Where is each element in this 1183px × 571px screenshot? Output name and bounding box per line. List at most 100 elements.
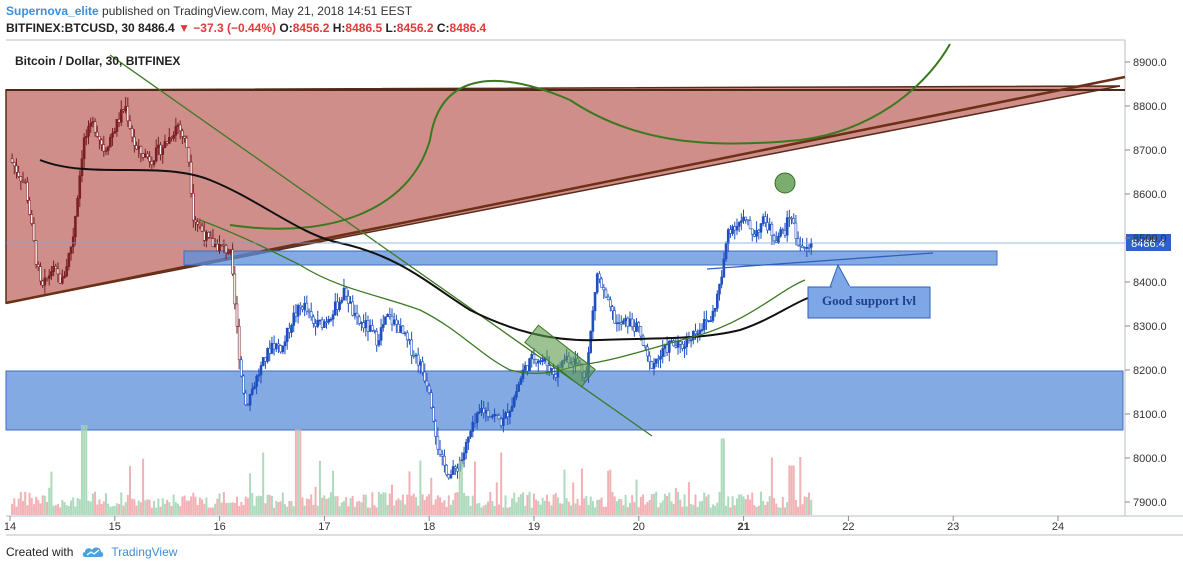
volume-bar [602,506,605,515]
candle-body [52,266,55,272]
volume-bar [362,494,365,515]
support-zone [5,370,1124,431]
volume-bar [500,452,503,515]
volume-bar [342,501,345,515]
candle-body [87,126,90,137]
candle-body [432,407,435,422]
volume-bar [788,465,791,515]
volume-bar [441,502,444,515]
volume-bar [54,505,57,515]
volume-bar [532,493,535,515]
candle-body [425,380,429,387]
volume-bar [783,507,786,515]
candle-body [622,320,625,325]
candle-body [777,235,780,243]
long-moving-average [229,43,951,230]
candle-body [488,416,492,418]
volume-bar [487,501,490,515]
volume-bar [235,496,238,515]
volume-bar [541,497,544,515]
volume-bar [707,494,710,515]
volume-bar [353,506,356,515]
candle-body [237,326,241,361]
volume-bar [183,495,186,515]
y-tick-label: 8900.0 [1133,57,1167,69]
volume-bar [227,502,230,515]
candle-body [146,153,149,158]
candle-body [154,147,158,162]
candle-body [729,229,732,234]
candle-body [504,412,507,419]
candle-body [91,121,95,124]
candle-body [320,319,324,328]
candle-body [678,341,682,345]
candle-body [606,296,610,301]
candle-body [517,384,520,392]
volume-bar [410,495,413,515]
candle-body [604,289,608,298]
volume-bar [15,506,18,515]
candle-body [750,228,754,235]
candle-body [161,147,165,155]
volume-bar [310,494,313,515]
candle-body [333,301,337,315]
volume-bar [318,460,321,515]
candle-body [325,321,328,324]
x-tick-label: 14 [4,521,16,533]
candle-body [349,301,352,304]
y-tick-label: 8100.0 [1133,409,1167,421]
volume-bar [259,496,262,515]
candle-body [130,128,134,138]
volume-bar [637,507,640,515]
candle-body [652,363,656,369]
volume-bar [401,494,404,515]
candle-body [347,295,350,304]
volume-bar [380,494,383,515]
volume-bar [537,501,540,515]
x-tick-label: 20 [633,521,645,533]
candle-body [277,343,280,346]
volume-bar [738,494,741,515]
candle-body [292,312,296,326]
candle-body [19,176,23,182]
volume-bar [412,493,415,515]
candle-body [759,223,763,233]
candle-body [628,318,632,327]
candle-body [602,287,606,291]
candle-body [781,229,785,231]
volume-bar [607,470,610,515]
volume-bar [78,499,81,515]
candle-body [809,243,813,248]
volume-bar [336,496,339,515]
volume-bar [48,487,51,515]
candle-body [89,122,92,127]
volume-bar [583,498,586,515]
candle-body [691,330,695,341]
y-tick-label: 8000.0 [1133,453,1167,465]
candle-body [85,135,88,138]
volume-bar [430,477,433,515]
candle-body [674,345,678,348]
candles-group [10,97,813,480]
volume-bar [679,499,682,515]
volume-bar [209,507,212,515]
author-name[interactable]: Supernova_elite [6,4,99,18]
volume-bar [303,505,306,515]
candle-body [379,327,383,341]
volume-bar [661,500,664,515]
volume-bar [482,505,485,515]
volume-bar [519,494,522,515]
y-tick-label: 8700.0 [1133,145,1167,157]
tradingview-link[interactable]: TradingView [81,545,177,559]
volume-bar [454,492,457,515]
volume-bar [22,501,25,515]
volume-bar [96,504,99,515]
volume-bar [633,502,636,515]
volume-bar [449,504,452,515]
volume-bar [463,492,466,515]
tradingview-brand: TradingView [111,545,178,559]
published-text: published on TradingView.com, May 21, 20… [102,4,413,18]
candle-body [285,328,289,343]
candle-body [56,268,60,275]
